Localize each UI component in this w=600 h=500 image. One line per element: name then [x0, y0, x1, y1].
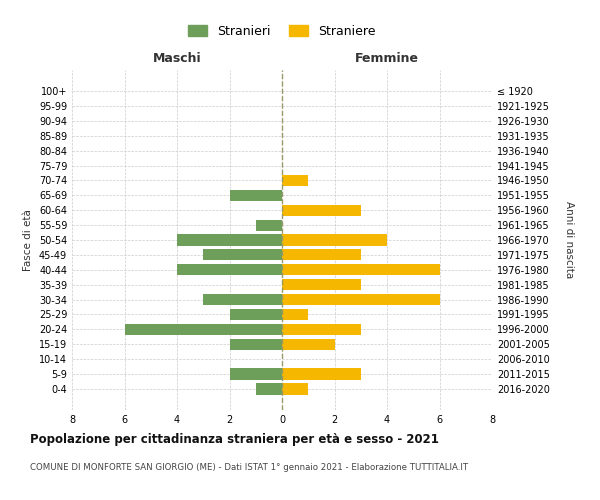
Bar	[282, 368, 361, 380]
Bar	[203, 294, 282, 305]
Bar	[282, 204, 361, 216]
Bar	[256, 220, 282, 230]
Bar	[229, 368, 282, 380]
Bar	[282, 264, 439, 276]
Bar	[229, 190, 282, 201]
Bar	[282, 175, 308, 186]
Y-axis label: Fasce di età: Fasce di età	[23, 209, 33, 271]
Bar	[229, 338, 282, 350]
Bar	[203, 250, 282, 260]
Text: COMUNE DI MONFORTE SAN GIORGIO (ME) - Dati ISTAT 1° gennaio 2021 - Elaborazione : COMUNE DI MONFORTE SAN GIORGIO (ME) - Da…	[30, 462, 468, 471]
Bar	[282, 234, 387, 246]
Bar	[282, 294, 439, 305]
Bar	[125, 324, 282, 335]
Bar	[177, 234, 282, 246]
Legend: Stranieri, Straniere: Stranieri, Straniere	[182, 18, 382, 44]
Bar	[282, 384, 308, 394]
Bar	[282, 338, 335, 350]
Bar	[229, 309, 282, 320]
Bar	[282, 279, 361, 290]
Y-axis label: Anni di nascita: Anni di nascita	[563, 202, 574, 278]
Text: Femmine: Femmine	[355, 52, 419, 65]
Bar	[282, 324, 361, 335]
Text: Popolazione per cittadinanza straniera per età e sesso - 2021: Popolazione per cittadinanza straniera p…	[30, 432, 439, 446]
Text: Maschi: Maschi	[152, 52, 202, 65]
Bar	[282, 309, 308, 320]
Bar	[177, 264, 282, 276]
Bar	[256, 384, 282, 394]
Bar	[282, 250, 361, 260]
